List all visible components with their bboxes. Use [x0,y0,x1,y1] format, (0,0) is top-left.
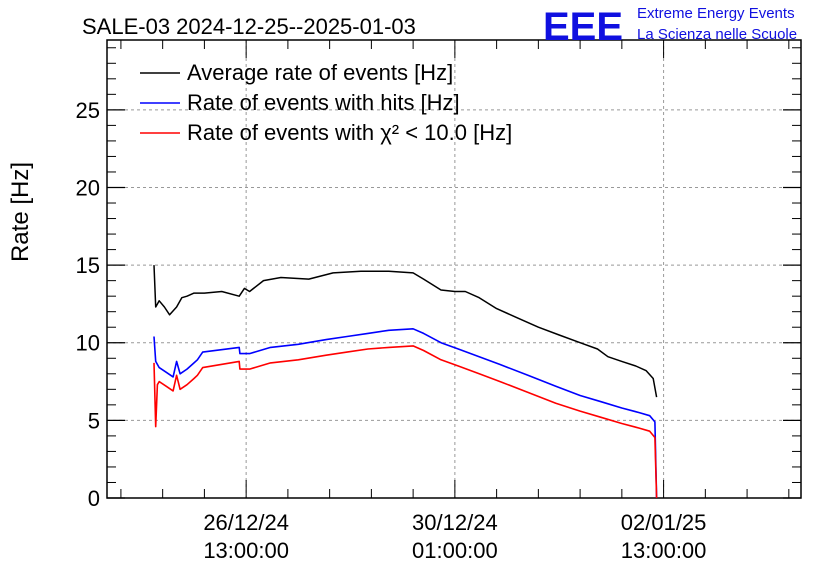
x-tick-label-time: 01:00:00 [412,538,498,563]
x-tick-label-time: 13:00:00 [203,538,289,563]
y-tick-label: 15 [76,253,100,278]
y-tick-label: 20 [76,175,100,200]
y-tick-label: 25 [76,98,100,123]
legend-label-hits: Rate of events with hits [Hz] [187,90,460,115]
y-axis: 0 5 10 15 20 25 [76,47,801,511]
chart-title: SALE-03 2024-12-25--2025-01-03 [82,14,416,39]
series-chi2-line [153,345,658,499]
y-tick-label: 5 [88,408,100,433]
legend-label-chi2: Rate of events with χ² < 10.0 [Hz] [187,120,512,145]
x-tick-label-date: 02/01/25 [621,510,707,535]
legend: Average rate of events [Hz] Rate of even… [140,60,512,145]
legend-label-average: Average rate of events [Hz] [187,60,453,85]
grid [107,40,801,498]
y-axis-label: Rate [Hz] [7,162,34,262]
eee-logo-line1: Extreme Energy Events [637,5,795,22]
plot-frame [106,39,802,499]
series-group [153,265,658,499]
series-hits-line [153,327,658,499]
eee-logo-mark: EEE [543,5,623,49]
x-tick-label-date: 30/12/24 [412,510,498,535]
eee-logo-line2: La Scienza nelle Scuole [637,26,797,43]
y-tick-label: 10 [76,331,100,356]
x-tick-label-date: 26/12/24 [203,510,289,535]
x-axis: 26/12/24 13:00:00 30/12/24 01:00:00 02/01/25… [120,40,790,563]
series-average-line [153,265,658,398]
eee-logo: EEE Extreme Energy Events La Scienza nel… [543,5,797,49]
y-tick-label: 0 [88,486,100,511]
x-tick-label-time: 13:00:00 [621,538,707,563]
